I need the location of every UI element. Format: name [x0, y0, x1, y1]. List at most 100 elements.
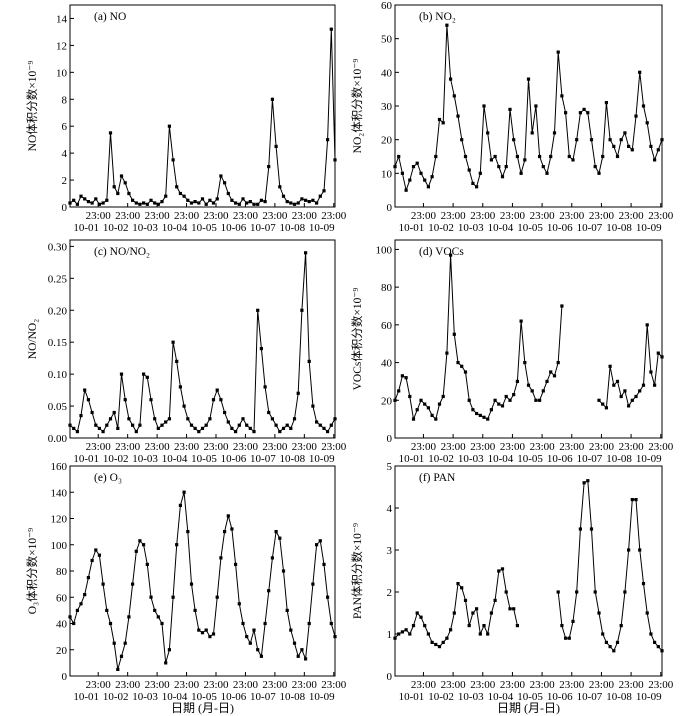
data-point	[131, 423, 135, 427]
data-point	[411, 165, 416, 169]
data-point	[423, 178, 427, 182]
data-point	[615, 154, 620, 159]
data-point	[638, 389, 642, 393]
y-tick-label: 40	[56, 619, 68, 631]
series	[68, 27, 337, 206]
x-tick-time-label: 23:00	[262, 679, 288, 691]
series	[393, 23, 664, 192]
data-point	[248, 200, 252, 204]
data-point	[619, 624, 623, 628]
panel-1: 010203040506023:0010-0123:0010-0223:0010…	[350, 0, 674, 234]
data-point	[281, 569, 286, 573]
data-point	[426, 632, 430, 636]
data-point	[86, 200, 90, 204]
data-point	[393, 636, 397, 640]
data-point	[653, 158, 657, 162]
data-point	[68, 201, 72, 205]
data-point	[445, 23, 449, 27]
x-tick-time-label: 23:00	[292, 441, 318, 453]
data-point	[79, 602, 83, 606]
data-point	[289, 201, 293, 205]
data-point	[452, 94, 456, 98]
data-point	[556, 50, 560, 54]
x-tick-date-label: 10-09	[636, 691, 662, 703]
panel-4: 02040608010012014016023:0010-0123:0010-0…	[25, 461, 347, 715]
x-tick-date-label: 10-02	[103, 691, 129, 703]
data-point	[101, 201, 105, 205]
data-point	[322, 562, 326, 566]
data-point	[186, 198, 190, 202]
y-tick-label: 160	[51, 461, 68, 473]
data-point	[419, 615, 423, 619]
data-point	[419, 171, 423, 175]
data-point	[226, 420, 230, 424]
data-point	[274, 423, 278, 427]
data-point	[315, 420, 319, 424]
data-point	[482, 415, 486, 419]
data-point	[167, 124, 171, 128]
data-point	[226, 514, 230, 518]
data-point	[575, 138, 579, 142]
data-point	[237, 202, 241, 206]
data-point	[333, 417, 337, 421]
data-point	[204, 202, 208, 206]
data-point	[589, 138, 594, 142]
data-point	[597, 398, 601, 402]
data-point	[415, 161, 419, 165]
data-point	[523, 361, 527, 365]
data-point	[318, 194, 322, 198]
data-point	[523, 158, 527, 162]
data-point	[534, 104, 538, 108]
x-tick-date-label: 10-09	[636, 453, 662, 465]
data-point	[285, 608, 289, 612]
data-point	[549, 154, 553, 159]
data-point	[278, 185, 282, 189]
y-tick-label: 4	[62, 148, 68, 160]
data-point	[615, 379, 620, 383]
data-point	[397, 389, 401, 393]
data-point	[164, 194, 168, 198]
y-axis-label: NO体积分数×10⁻⁹	[25, 61, 39, 152]
x-tick-time-label: 23:00	[500, 210, 526, 222]
data-point	[486, 131, 490, 135]
data-point	[263, 385, 267, 389]
data-point	[127, 191, 131, 196]
panel-label: (b) NO₂	[419, 11, 456, 23]
data-point	[608, 645, 612, 649]
data-point	[333, 635, 337, 639]
plot-frame	[69, 239, 336, 439]
data-point	[627, 404, 631, 408]
y-tick-label: 0.15	[48, 337, 68, 349]
data-point	[215, 595, 219, 599]
data-point	[138, 539, 142, 543]
data-point	[608, 138, 612, 142]
data-point	[404, 376, 408, 380]
x-tick-date-label: 10-01	[399, 691, 425, 703]
y-tick-label: 80	[56, 566, 68, 578]
data-point	[134, 549, 138, 553]
data-point	[467, 168, 471, 172]
data-point	[97, 202, 101, 206]
x-tick-time-label: 23:00	[233, 679, 259, 691]
data-point	[175, 185, 179, 189]
series	[68, 251, 337, 434]
data-point	[304, 198, 308, 202]
data-point	[649, 370, 653, 374]
y-tick-label: 20	[381, 135, 393, 147]
x-tick-time-label: 23:00	[145, 679, 171, 691]
x-tick-time-label: 23:00	[233, 441, 259, 453]
data-point	[311, 582, 315, 586]
data-point	[504, 590, 508, 594]
data-point	[604, 406, 608, 410]
data-point	[83, 593, 87, 597]
data-point	[245, 423, 249, 427]
x-tick-time-label: 23:00	[321, 441, 347, 453]
data-point	[127, 615, 131, 619]
data-point	[556, 361, 560, 365]
plot-frame	[394, 4, 663, 208]
data-point	[329, 621, 333, 626]
data-point	[167, 648, 171, 652]
data-point	[68, 423, 72, 427]
data-point	[234, 430, 238, 434]
series	[393, 479, 664, 653]
